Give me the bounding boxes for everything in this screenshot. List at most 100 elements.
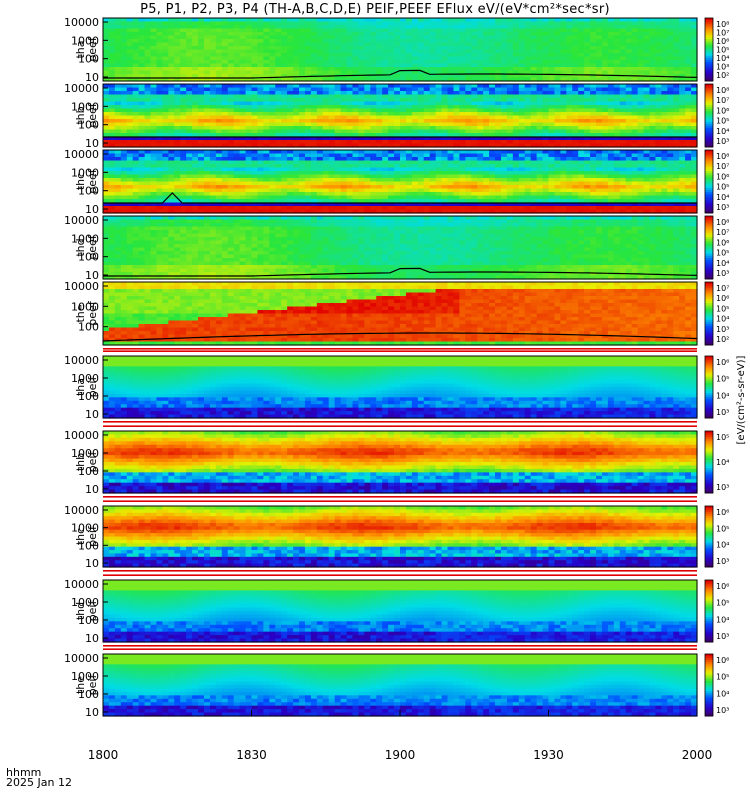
heatmap-cell xyxy=(120,35,128,40)
heatmap-cell xyxy=(364,67,371,72)
heatmap-cell xyxy=(471,108,478,113)
heatmap-cell xyxy=(495,150,502,155)
heatmap-cell xyxy=(518,46,526,51)
heatmap-cell xyxy=(601,98,609,103)
heatmap-cell xyxy=(459,188,466,193)
heatmap-cell xyxy=(263,77,270,82)
heatmap-cell xyxy=(186,192,193,197)
heatmap-cell xyxy=(239,171,247,176)
heatmap-cell xyxy=(144,67,152,72)
heatmap-cell xyxy=(619,21,627,26)
heatmap-cell xyxy=(132,39,140,44)
heatmap-cell xyxy=(287,56,294,61)
heatmap-cell xyxy=(441,153,449,158)
heatmap-cell xyxy=(316,164,324,169)
heatmap-cell xyxy=(411,32,419,37)
heatmap-cell xyxy=(489,153,496,158)
heatmap-cell xyxy=(138,164,146,169)
heatmap-cell xyxy=(299,129,306,134)
heatmap-cell xyxy=(209,192,217,197)
heatmap-cell xyxy=(400,140,407,145)
heatmap-cell xyxy=(352,153,360,158)
heatmap-cell xyxy=(495,178,502,183)
heatmap-cell xyxy=(364,87,371,92)
heatmap-cell xyxy=(215,49,223,54)
heatmap-cell xyxy=(453,56,460,61)
heatmap-cell xyxy=(180,209,187,214)
heatmap-cell xyxy=(518,67,526,72)
heatmap-cell xyxy=(251,35,259,40)
heatmap-cell xyxy=(269,39,276,44)
heatmap-cell xyxy=(304,153,312,158)
heatmap-cell xyxy=(453,98,460,103)
heatmap-cell xyxy=(168,188,175,193)
heatmap-cell xyxy=(500,126,508,131)
heatmap-cell xyxy=(304,206,312,211)
heatmap-cell xyxy=(340,206,348,211)
heatmap-cell xyxy=(215,74,223,79)
heatmap-cell xyxy=(168,167,175,172)
heatmap-cell xyxy=(400,119,407,124)
heatmap-cell xyxy=(263,157,270,162)
heatmap-cell xyxy=(542,25,550,30)
heatmap-cell xyxy=(108,101,116,106)
heatmap-cell xyxy=(447,70,455,75)
heatmap-cell xyxy=(364,25,371,30)
heatmap-cell xyxy=(257,153,264,158)
heatmap-cell xyxy=(346,87,354,92)
heatmap-cell xyxy=(411,140,419,145)
heatmap-cell xyxy=(388,174,395,179)
heatmap-cell xyxy=(233,84,241,89)
heatmap-cell xyxy=(584,67,591,72)
heatmap-cell xyxy=(548,84,556,89)
heatmap-cell xyxy=(572,21,579,26)
heatmap-cell xyxy=(251,70,259,75)
heatmap-cell xyxy=(364,185,371,190)
heatmap-cell xyxy=(411,112,419,117)
heatmap-cell xyxy=(310,206,318,211)
heatmap-cell xyxy=(322,188,330,193)
heatmap-cell xyxy=(328,28,336,33)
colorbar-swatch xyxy=(705,130,713,133)
heatmap-cell xyxy=(560,126,567,131)
heatmap-cell xyxy=(108,188,116,193)
heatmap-cell xyxy=(441,60,449,65)
heatmap-cell xyxy=(601,42,609,47)
heatmap-cell xyxy=(364,108,371,113)
heatmap-cell xyxy=(619,42,627,47)
heatmap-cell xyxy=(138,160,146,165)
heatmap-cell xyxy=(198,178,205,183)
heatmap-cell xyxy=(239,18,247,23)
heatmap-cell xyxy=(132,67,140,72)
heatmap-cell xyxy=(209,143,217,148)
heatmap-cell xyxy=(388,84,395,89)
heatmap-cell xyxy=(376,98,383,103)
heatmap-cell xyxy=(477,46,484,51)
colorbar-swatch xyxy=(705,119,713,123)
heatmap-cell xyxy=(388,167,395,172)
heatmap-cell xyxy=(251,56,259,61)
heatmap-cell xyxy=(281,28,288,33)
heatmap-cell xyxy=(281,206,288,211)
heatmap-cell xyxy=(661,67,668,72)
heatmap-cell xyxy=(352,171,360,176)
heatmap-cell xyxy=(376,35,383,40)
heatmap-cell xyxy=(643,46,651,51)
heatmap-cell xyxy=(495,192,502,197)
heatmap-cell xyxy=(405,101,413,106)
heatmap-cell xyxy=(364,115,371,120)
heatmap-cell xyxy=(103,192,110,197)
heatmap-cell xyxy=(607,53,615,58)
heatmap-cell xyxy=(441,126,449,131)
heatmap-cell xyxy=(596,143,603,148)
heatmap-cell xyxy=(126,174,134,179)
heatmap-cell xyxy=(435,126,443,131)
heatmap-cell xyxy=(239,108,247,113)
colorbar-swatch xyxy=(705,66,713,69)
heatmap-cell xyxy=(370,46,377,51)
heatmap-cell xyxy=(352,35,360,40)
heatmap-cell xyxy=(423,74,431,79)
heatmap-cell xyxy=(572,143,579,148)
heatmap-cell xyxy=(310,112,318,117)
